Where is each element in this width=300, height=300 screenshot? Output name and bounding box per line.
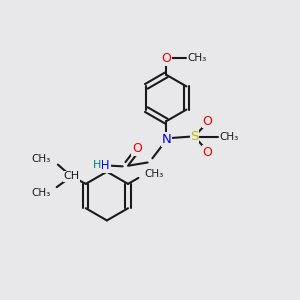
Text: CH₃: CH₃ (32, 154, 51, 164)
Text: CH₃: CH₃ (187, 53, 206, 64)
Text: O: O (202, 146, 212, 159)
Text: S: S (190, 130, 199, 143)
Text: CH₃: CH₃ (31, 188, 50, 198)
Text: CH₃: CH₃ (144, 169, 164, 179)
Text: O: O (132, 142, 142, 155)
Text: H: H (93, 160, 101, 170)
Text: CH₃: CH₃ (220, 132, 239, 142)
Text: N: N (161, 133, 171, 146)
Text: NH: NH (93, 159, 111, 172)
Text: O: O (161, 52, 171, 65)
Text: CH: CH (64, 172, 80, 182)
Text: O: O (202, 115, 212, 128)
